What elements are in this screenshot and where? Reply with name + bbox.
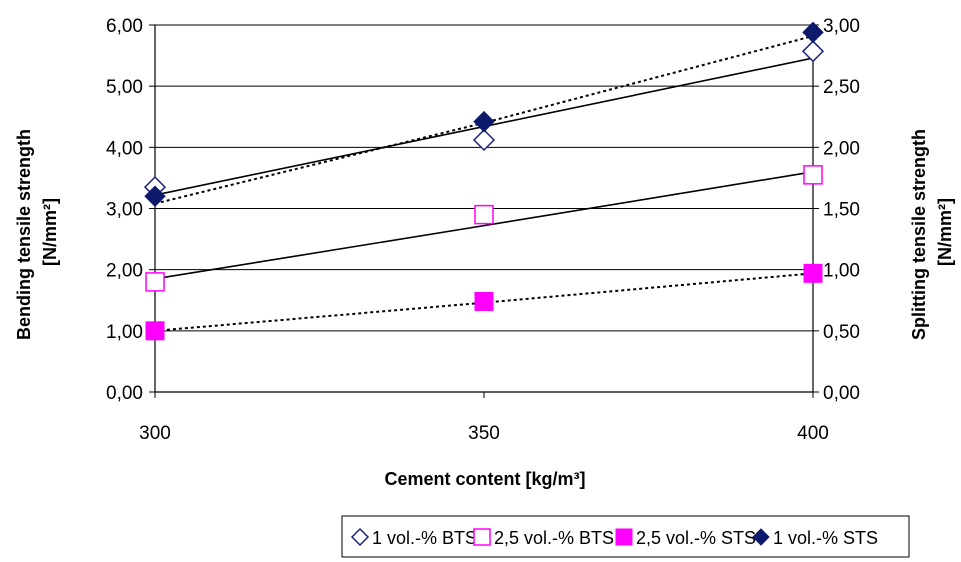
legend-label-1-vol-sts: 1 vol.-% STS — [773, 528, 878, 548]
x-tick-label: 300 — [139, 423, 171, 444]
y-left-axis-title: Bending tensile strength [N/mm²] — [14, 124, 60, 340]
trendlines — [154, 35, 814, 332]
y-right-axis-title-line1: Splitting tensile strength — [909, 129, 929, 340]
y-right-axis-title: Splitting tensile strength [N/mm²] — [909, 124, 955, 340]
y-left-tick-label: 5,00 — [106, 77, 143, 98]
point-1-vol-bts — [472, 128, 496, 152]
point-2-5-vol-bts — [474, 204, 494, 225]
legend-marker-1-vol-sts — [752, 528, 770, 546]
y-right-tick-label: 0,50 — [823, 322, 860, 343]
data-points — [143, 21, 825, 341]
x-ticks: 300 350 400 — [139, 392, 829, 444]
y-left-tick-label: 0,00 — [106, 383, 143, 404]
y-left-tick-label: 4,00 — [106, 138, 143, 159]
legend-marker-1-vol-bts — [350, 527, 370, 547]
point-2-5-vol-bts — [145, 272, 165, 292]
y-left-axis-title-line2: [N/mm²] — [40, 198, 60, 266]
legend-label-2-5-vol-sts: 2,5 vol.-% STS — [636, 528, 756, 548]
point-1-vol-sts — [802, 21, 824, 44]
y-right-tick-label: 2,50 — [823, 77, 860, 98]
y-left-tick-label: 2,00 — [106, 261, 143, 282]
y-right-tick-label: 0,00 — [823, 383, 860, 404]
point-2-5-vol-bts — [803, 165, 823, 185]
point-1-vol-bts — [801, 40, 825, 63]
legend-marker-2-5-vol-bts — [473, 528, 491, 546]
y-right-ticks: 0,00 0,50 1,00 1,50 2,00 2,50 3,00 — [813, 16, 860, 404]
y-right-tick-label: 1,50 — [823, 200, 860, 221]
y-left-tick-label: 3,00 — [106, 200, 143, 221]
point-2-5-vol-sts — [803, 263, 823, 283]
legend-box — [341, 515, 910, 558]
legend-marker-2-5-vol-sts — [615, 528, 633, 546]
y-right-tick-label: 1,00 — [823, 261, 860, 282]
legend: 1 vol.-% BTS 2,5 vol.-% BTS 2,5 vol.-% STS… — [341, 515, 910, 558]
legend-label-2-5-vol-bts: 2,5 vol.-% BTS — [494, 528, 614, 548]
y-left-axis-title-line1: Bending tensile strength — [14, 129, 34, 340]
y-right-tick-label: 3,00 — [823, 16, 860, 37]
y-left-tick-label: 6,00 — [106, 16, 143, 37]
x-tick-label: 400 — [797, 423, 829, 444]
point-2-5-vol-sts — [474, 291, 494, 311]
point-1-vol-sts — [473, 110, 495, 133]
legend-label-1-vol-bts: 1 vol.-% BTS — [372, 528, 477, 548]
y-right-tick-label: 2,00 — [823, 138, 860, 159]
x-tick-label: 350 — [468, 423, 500, 444]
y-right-axis-title-line2: [N/mm²] — [935, 198, 955, 266]
point-1-vol-sts — [144, 185, 166, 207]
y-left-ticks: 0,00 1,00 2,00 3,00 4,00 5,00 6,00 — [106, 16, 155, 404]
y-left-tick-label: 1,00 — [106, 322, 143, 343]
trendline-2-5-vol-bts — [154, 171, 814, 280]
x-axis-title: Cement content [kg/m³] — [384, 469, 585, 489]
point-2-5-vol-sts — [145, 321, 165, 341]
